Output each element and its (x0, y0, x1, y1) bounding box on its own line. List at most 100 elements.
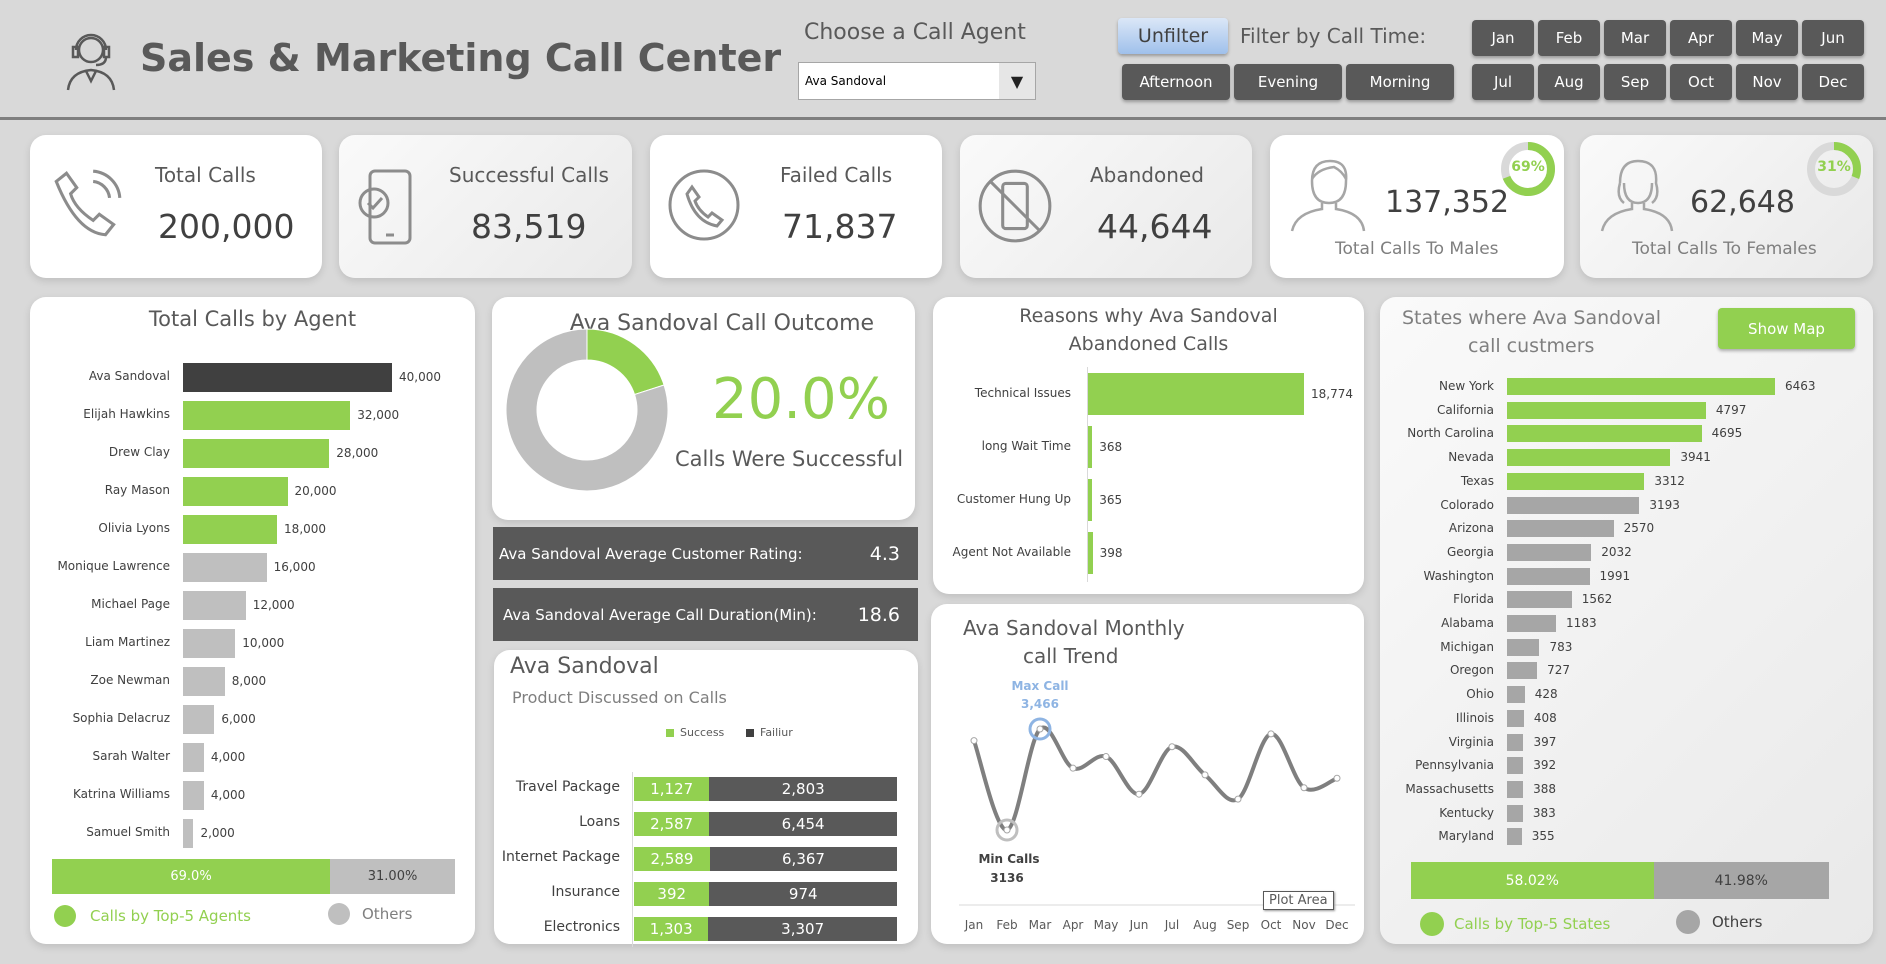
state-label: Pennsylvania (1415, 758, 1494, 773)
kpi-label: Failed Calls (780, 163, 893, 187)
month-filter-nov[interactable]: Nov (1736, 64, 1798, 100)
chart-title-line2: call Trend (1023, 644, 1119, 668)
product-label: Internet Package (501, 849, 620, 865)
product-success-value: 392 (657, 885, 687, 903)
state-label: Washington (1423, 568, 1494, 583)
female-share-ring (1807, 142, 1861, 196)
product-success-bar: 392 (634, 882, 710, 906)
month-filter-mar[interactable]: Mar (1604, 20, 1666, 56)
month-filter-jan[interactable]: Jan (1472, 20, 1534, 56)
month-filter-dec[interactable]: Dec (1802, 64, 1864, 100)
male-share-pct: 69% (1511, 159, 1545, 175)
product-failure-bar: 6,454 (709, 812, 897, 836)
kpi-total-calls: Total Calls 200,000 (30, 135, 322, 278)
state-value: 1562 (1581, 592, 1613, 607)
state-bar (1507, 733, 1524, 751)
month-filter-feb[interactable]: Feb (1538, 20, 1600, 56)
state-value: 4695 (1711, 426, 1743, 441)
kpi-value: 44,644 (1097, 207, 1213, 246)
reason-label: Agent Not Available (952, 545, 1072, 559)
month-tick-label: Aug (1193, 918, 1216, 932)
legend-success: Success (666, 726, 724, 739)
month-tick-label: Jun (1129, 918, 1149, 932)
other-states-segment: 41.98% (1654, 862, 1829, 899)
ring-fill (1501, 142, 1555, 196)
month-filter-jun[interactable]: Jun (1802, 20, 1864, 56)
header: Sales & Marketing Call Center Choose a C… (0, 0, 1886, 120)
states-panel: States where Ava Sandoval call custmers … (1380, 297, 1873, 944)
month-filter-may[interactable]: May (1736, 20, 1798, 56)
legend-dot (1676, 910, 1700, 934)
agent-value: 40,000 (399, 370, 441, 384)
top-agents-share-bar: 69.0% 31.00% (52, 859, 455, 894)
male-user-icon (1290, 159, 1366, 232)
month-filter-jul[interactable]: Jul (1472, 64, 1534, 100)
kpi-label: Abandoned (1090, 163, 1204, 187)
other-agents-pct: 31.00% (367, 869, 418, 884)
agent-bar (183, 363, 392, 392)
kpi-calls-females: 31% 62,648 Total Calls To Females (1580, 135, 1873, 278)
month-filter-oct[interactable]: Oct (1670, 64, 1732, 100)
state-bar (1507, 709, 1524, 727)
state-value: 3941 (1680, 450, 1711, 465)
agent-value: 18,000 (284, 522, 327, 536)
reason-value: 18,774 (1311, 387, 1353, 401)
agent-select-value: Ava Sandoval (805, 74, 887, 88)
abandon-reasons-panel: Reasons why Ava Sandoval Abandoned Calls… (933, 297, 1364, 594)
legend-swatch (746, 728, 754, 737)
state-label: New York (1439, 379, 1494, 393)
trend-point (1036, 725, 1044, 733)
state-bar (1507, 780, 1524, 798)
month-filter-sep[interactable]: Sep (1604, 64, 1666, 100)
time-filter-evening[interactable]: Evening (1234, 64, 1342, 100)
reason-label: Customer Hung Up (956, 492, 1071, 506)
kpi-successful-calls: Successful Calls 83,519 (339, 135, 632, 278)
chevron-down-icon[interactable]: ▼ (999, 63, 1035, 99)
panel-title-line1: Reasons why Ava Sandoval (1019, 305, 1278, 327)
product-failure-bar: 6,367 (710, 847, 897, 871)
products-panel: Ava Sandoval Product Discussed on Calls … (494, 650, 918, 947)
calls-by-agent-panel: Total Calls by Agent 69.0% 31.00% Calls … (30, 297, 475, 944)
legend-label: Calls by Top-5 Agents (90, 907, 252, 925)
product-success-value: 2,589 (650, 850, 694, 868)
state-bar (1507, 520, 1614, 538)
time-filter-morning[interactable]: Morning (1346, 64, 1454, 100)
month-filter-apr[interactable]: Apr (1670, 20, 1732, 56)
agent-select[interactable]: Ava Sandoval ▼ (798, 62, 1036, 100)
kpi-value: 137,352 (1385, 185, 1510, 220)
dashboard-title: Sales & Marketing Call Center (140, 36, 782, 80)
product-failure-bar: 3,307 (708, 917, 897, 941)
agent-label: Katrina Williams (73, 787, 170, 801)
agent-label: Liam Martinez (85, 635, 170, 649)
donut-success-slice (586, 328, 665, 396)
state-bar (1507, 543, 1592, 561)
max-marker (1028, 717, 1052, 741)
reason-bar (1088, 426, 1093, 468)
product-success-bar: 1,303 (634, 917, 709, 941)
time-filter-afternoon[interactable]: Afternoon (1122, 64, 1230, 100)
agent-label: Ray Mason (104, 483, 170, 497)
state-label: Oregon (1449, 663, 1494, 678)
state-bar (1507, 472, 1645, 490)
agent-value: 12,000 (252, 598, 295, 612)
agent-bar (183, 477, 288, 506)
month-filter-aug[interactable]: Aug (1538, 64, 1600, 100)
panel-title-line2: Abandoned Calls (1068, 333, 1229, 355)
panel-title-line2: call custmers (1468, 335, 1595, 357)
min-label: Min Calls (978, 852, 1039, 866)
agent-label: Zoe Newman (90, 673, 170, 687)
product-success-bar: 1,127 (634, 777, 710, 801)
agent-value: 20,000 (294, 484, 337, 498)
show-map-button[interactable]: Show Map (1718, 308, 1855, 349)
unfilter-button[interactable]: Unfilter (1118, 18, 1228, 54)
state-label: Ohio (1466, 687, 1494, 702)
kpi-label: Total Calls To Females (1632, 239, 1817, 259)
state-bar (1507, 638, 1540, 656)
female-share-pct: 31% (1817, 159, 1851, 175)
chart-title-line1: Ava Sandoval Monthly (963, 616, 1185, 640)
success-pct: 20.0% (712, 367, 890, 432)
agent-label: Sophia Delacruz (72, 711, 170, 725)
legend-dot (54, 905, 76, 927)
product-success-value: 1,303 (649, 920, 693, 938)
state-label: Texas (1460, 473, 1494, 488)
